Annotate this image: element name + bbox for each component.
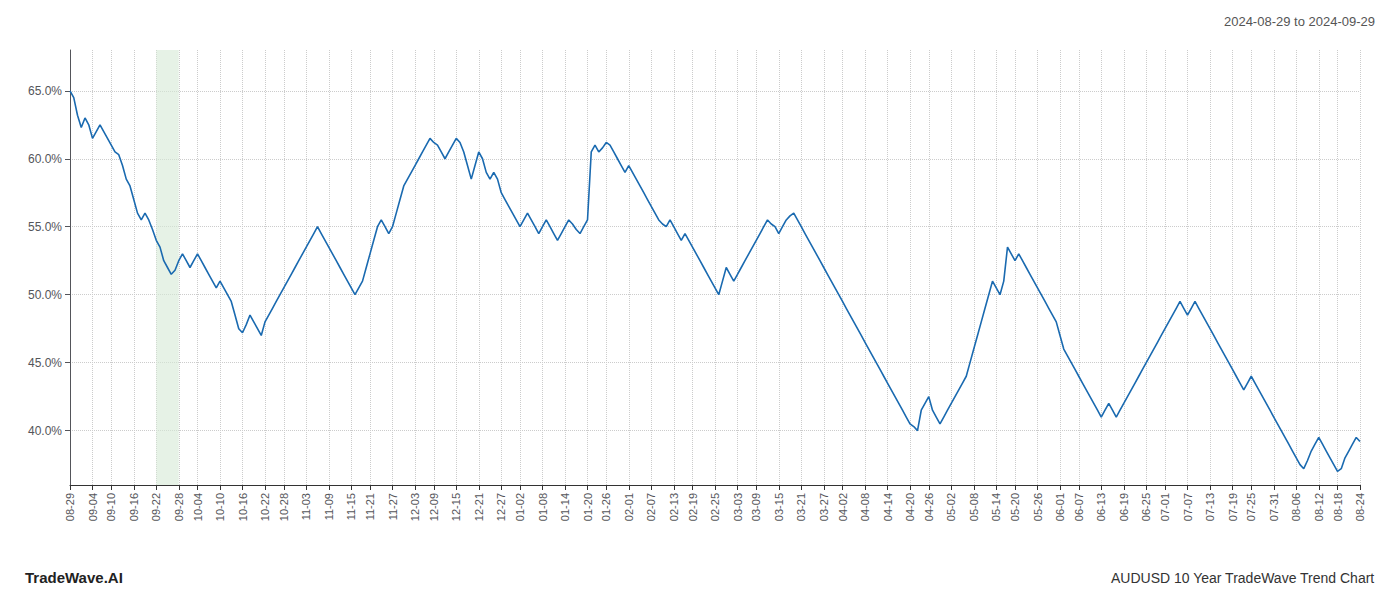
svg-text:10-22: 10-22 — [259, 493, 271, 521]
svg-text:11-27: 11-27 — [387, 493, 399, 520]
svg-text:08-12: 08-12 — [1313, 493, 1325, 521]
svg-text:03-03: 03-03 — [732, 493, 744, 521]
svg-text:01-26: 01-26 — [600, 493, 612, 521]
svg-text:07-13: 07-13 — [1204, 493, 1216, 521]
svg-text:08-29: 08-29 — [64, 493, 76, 521]
svg-text:07-25: 07-25 — [1245, 493, 1257, 521]
svg-text:07-07: 07-07 — [1182, 493, 1194, 521]
svg-text:01-02: 01-02 — [514, 493, 526, 521]
svg-text:40.0%: 40.0% — [28, 424, 62, 438]
svg-text:04-08: 04-08 — [859, 493, 871, 521]
svg-text:05-20: 05-20 — [1009, 493, 1021, 521]
svg-text:08-24: 08-24 — [1354, 493, 1366, 521]
svg-text:AUDUSD 10 Year TradeWave Trend: AUDUSD 10 Year TradeWave Trend Chart — [1111, 570, 1374, 586]
svg-text:02-07: 02-07 — [645, 493, 657, 521]
svg-text:09-04: 09-04 — [87, 493, 99, 521]
svg-text:05-08: 05-08 — [968, 493, 980, 521]
svg-text:06-01: 06-01 — [1054, 493, 1066, 521]
svg-text:08-18: 08-18 — [1332, 493, 1344, 521]
svg-text:05-02: 05-02 — [945, 493, 957, 521]
svg-text:11-21: 11-21 — [364, 493, 376, 520]
svg-text:04-14: 04-14 — [882, 493, 894, 521]
svg-text:12-09: 12-09 — [428, 493, 440, 521]
svg-text:10-16: 10-16 — [237, 493, 249, 521]
svg-text:11-09: 11-09 — [323, 493, 335, 520]
svg-text:04-20: 04-20 — [904, 493, 916, 521]
svg-text:02-13: 02-13 — [668, 493, 680, 521]
svg-text:11-03: 11-03 — [300, 493, 312, 520]
svg-text:04-26: 04-26 — [923, 493, 935, 521]
svg-text:09-16: 09-16 — [128, 493, 140, 521]
svg-text:05-26: 05-26 — [1032, 493, 1044, 521]
svg-text:09-28: 09-28 — [173, 493, 185, 521]
svg-text:06-25: 06-25 — [1140, 493, 1152, 521]
svg-text:05-14: 05-14 — [990, 493, 1002, 521]
svg-text:2024-08-29 to 2024-09-29: 2024-08-29 to 2024-09-29 — [1224, 14, 1375, 29]
svg-text:50.0%: 50.0% — [28, 288, 62, 302]
svg-text:03-27: 03-27 — [818, 493, 830, 521]
svg-text:02-19: 02-19 — [687, 493, 699, 521]
svg-text:01-20: 01-20 — [582, 493, 594, 521]
svg-text:08-06: 08-06 — [1290, 493, 1302, 521]
svg-text:06-07: 06-07 — [1073, 493, 1085, 521]
svg-text:03-21: 03-21 — [795, 493, 807, 521]
svg-text:12-03: 12-03 — [409, 493, 421, 521]
svg-text:03-09: 03-09 — [750, 493, 762, 521]
svg-text:04-02: 04-02 — [837, 493, 849, 521]
svg-text:12-27: 12-27 — [495, 493, 507, 521]
svg-text:02-25: 02-25 — [709, 493, 721, 521]
svg-text:01-08: 01-08 — [537, 493, 549, 521]
svg-text:10-04: 10-04 — [192, 493, 204, 521]
svg-text:65.0%: 65.0% — [28, 84, 62, 98]
svg-text:10-10: 10-10 — [214, 493, 226, 521]
svg-text:01-14: 01-14 — [559, 493, 571, 521]
svg-text:07-19: 07-19 — [1227, 493, 1239, 521]
svg-text:10-28: 10-28 — [278, 493, 290, 521]
svg-text:45.0%: 45.0% — [28, 356, 62, 370]
svg-text:07-31: 07-31 — [1268, 493, 1280, 521]
svg-text:03-15: 03-15 — [773, 493, 785, 521]
svg-text:09-10: 09-10 — [105, 493, 117, 521]
svg-text:12-15: 12-15 — [450, 493, 462, 521]
svg-text:60.0%: 60.0% — [28, 152, 62, 166]
svg-text:06-13: 06-13 — [1095, 493, 1107, 521]
svg-text:12-21: 12-21 — [473, 493, 485, 521]
svg-text:09-22: 09-22 — [150, 493, 162, 521]
svg-text:TradeWave.AI: TradeWave.AI — [25, 569, 123, 586]
svg-text:11-15: 11-15 — [345, 493, 357, 520]
svg-text:07-01: 07-01 — [1159, 493, 1171, 521]
svg-text:06-19: 06-19 — [1118, 493, 1130, 521]
svg-text:02-01: 02-01 — [623, 493, 635, 521]
svg-text:55.0%: 55.0% — [28, 220, 62, 234]
